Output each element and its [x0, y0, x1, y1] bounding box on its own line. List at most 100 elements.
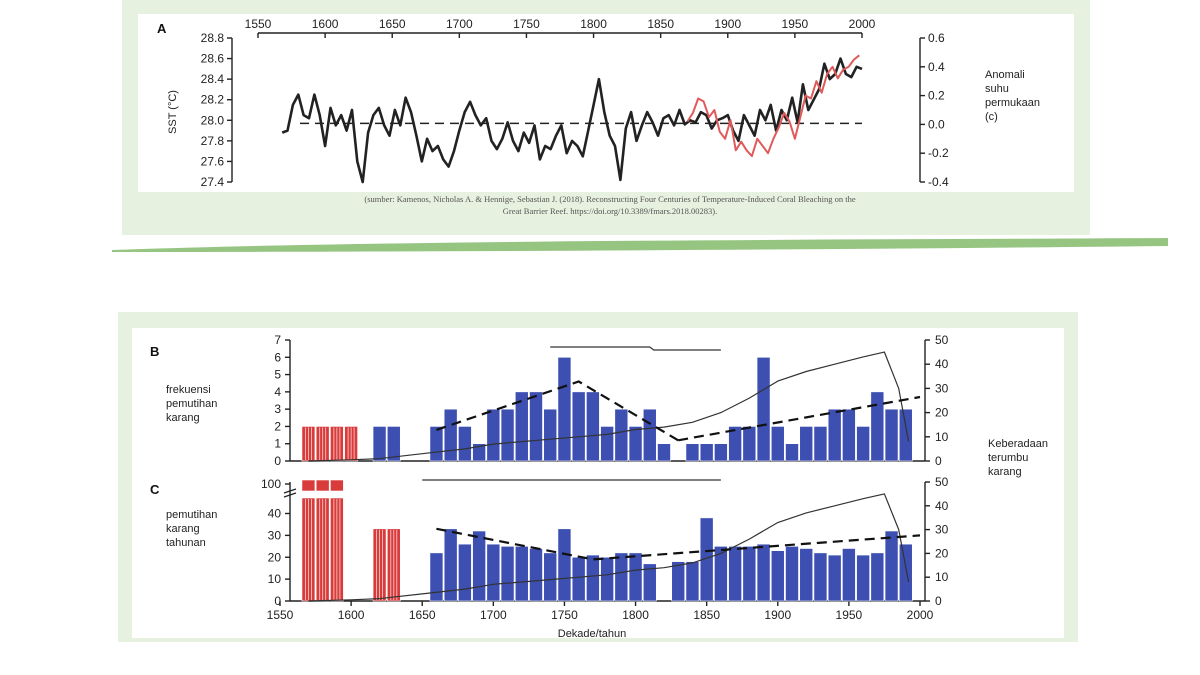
- panel-b-blue-bar: [756, 356, 771, 462]
- panel-b-y-axis-title-line: karang: [166, 412, 200, 424]
- panel-b-blue-bar: [586, 391, 600, 462]
- panel-b-blue-bar: [842, 408, 856, 462]
- panel-c-blue-bar: [529, 548, 543, 602]
- panel-c-blue-bar: [714, 546, 728, 602]
- panel-a-y2-axis-title-line: permukaan: [985, 97, 1040, 109]
- panel-b-y-tick-label: 6: [274, 350, 281, 364]
- panel-b-y-axis-title-line: frekuensi: [166, 384, 211, 396]
- panel-a-x-tick-label: 1950: [782, 17, 809, 31]
- panel-b-blue-bar: [657, 443, 671, 462]
- panel-c-y2-tick-label: 10: [935, 570, 949, 584]
- panel-c-x-tick-label: 1600: [338, 608, 365, 622]
- panel-c-blue-bar: [785, 546, 799, 602]
- panel-b-blue-bar: [870, 391, 885, 462]
- panel-c-x-tick-label: 2000: [907, 608, 934, 622]
- panel-c-blue-bar: [514, 546, 529, 602]
- panel-c-blue-bar: [827, 554, 842, 602]
- panel-a-x-tick-label: 1800: [580, 17, 607, 31]
- panel-a-x-tick-label: 1600: [312, 17, 339, 31]
- panel-a-source-line: (sumber: Kamenos, Nicholas A. & Hennige,…: [364, 194, 855, 204]
- panel-c-blue-bar: [586, 554, 600, 602]
- panel-c-red-bar-top: [315, 479, 330, 492]
- panel-c-x-tick-label: 1850: [693, 608, 720, 622]
- panel-c-x-tick-label: 1800: [622, 608, 649, 622]
- panel-c-blue-bar: [728, 546, 742, 602]
- panel-a-y-tick-label: 28.0: [201, 113, 225, 127]
- panel-c-blue-bar: [699, 517, 714, 602]
- panel-b-blue-bar: [898, 408, 913, 462]
- green-separator: [112, 238, 1168, 252]
- panel-a-y2-tick-label: 0.4: [928, 60, 945, 74]
- panel-b-y2-tick-label: 10: [935, 430, 949, 444]
- panel-a-y2-axis-title-line: Anomali: [985, 69, 1025, 81]
- panel-b-y-tick-label: 5: [274, 368, 281, 382]
- panel-b-blue-bar: [443, 408, 458, 462]
- panel-c-red-bar-top: [301, 479, 316, 492]
- panel-c-blue-bar: [884, 530, 899, 602]
- panel-b-y2-axis-title-line: terumbu: [988, 452, 1028, 464]
- panel-c-y-tick-label: 30: [268, 528, 282, 542]
- panel-b-blue-bar: [600, 426, 614, 462]
- panel-b-y-tick-label: 4: [274, 385, 281, 399]
- panel-c-y-axis-title-line: karang: [166, 523, 200, 535]
- panel-c-blue-bar: [770, 550, 785, 602]
- panel-b-blue-bar: [827, 408, 842, 462]
- panel-b-blue-bar: [628, 426, 643, 462]
- panel-a-x-tick-label: 1650: [379, 17, 406, 31]
- panel-b-y2-tick-label: 20: [935, 406, 949, 420]
- panel-b-y-tick-label: 0: [274, 454, 281, 468]
- panel-c-blue-bar: [870, 552, 885, 602]
- panel-b-blue-bar: [372, 426, 387, 462]
- panel-c-blue-bar: [799, 548, 814, 602]
- panel-b-blue-bar: [742, 426, 757, 462]
- panel-c-y-tick-label: 100: [261, 477, 281, 491]
- panel-b-reef-line: [308, 351, 910, 462]
- panel-c-y2-tick-label: 50: [935, 475, 949, 489]
- panel-a-anomaly-line: [686, 54, 860, 158]
- panel-b-y2-axis-title-line: Keberadaan: [988, 438, 1048, 450]
- panel-c-blue-bar: [742, 546, 757, 602]
- panel-a-source-line: Great Barrier Reef. https://doi.org/10.3…: [503, 206, 717, 216]
- panel-a-sst-line: [281, 57, 863, 184]
- panel-c-blue-bar: [429, 552, 444, 602]
- panel-c-x-tick-label: 1550: [267, 608, 294, 622]
- panel-c-x-tick-label: 1900: [764, 608, 791, 622]
- panel-a-y2-tick-label: 0.2: [928, 89, 945, 103]
- panel-c-blue-bar: [671, 561, 686, 602]
- panel-b-blue-bar: [856, 426, 870, 462]
- panel-a-y2-tick-label: -0.2: [928, 146, 949, 160]
- panel-c-y2-tick-label: 0: [935, 594, 942, 608]
- panel-c-y-tick-label: 0: [274, 594, 281, 608]
- panel-a-y2-axis-title-line: suhu: [985, 83, 1009, 95]
- panel-b-blue-bar: [685, 443, 700, 462]
- panel-b-y2-tick-label: 50: [935, 333, 949, 347]
- panel-a-x-tick-label: 2000: [849, 17, 876, 31]
- panel-c-y2-tick-label: 40: [935, 499, 949, 513]
- panel-c-reef-line: [308, 493, 910, 602]
- panel-b-blue-bar: [472, 443, 486, 462]
- panel-b-blue-bar: [642, 408, 657, 462]
- panel-b-blue-bar: [500, 408, 515, 462]
- panel-b-y2-tick-label: 0: [935, 454, 942, 468]
- panel-c-x-axis-title: Dekade/tahun: [558, 628, 627, 640]
- panel-c-blue-bar: [486, 543, 501, 602]
- panel-b-y-tick-label: 1: [274, 437, 281, 451]
- panel-b-blue-bar: [699, 443, 714, 462]
- panel-c-y2-tick-label: 30: [935, 523, 949, 537]
- panel-b-blue-bar: [529, 391, 543, 462]
- panel-c-blue-bar: [472, 530, 486, 602]
- panel-a-x-tick-label: 1550: [245, 17, 272, 31]
- panel-c-blue-bar: [642, 563, 657, 602]
- panel-a-x-tick-label: 1900: [714, 17, 741, 31]
- panel-c-letter: C: [150, 482, 160, 497]
- panel-c-blue-bar: [842, 548, 856, 602]
- panel-b-y-axis-title-line: pemutihan: [166, 398, 217, 410]
- panel-c-y-tick-label: 20: [268, 550, 282, 564]
- panel-b-blue-bar: [543, 408, 558, 462]
- panel-b-blue-bar: [486, 408, 501, 462]
- panel-a-x-tick-label: 1750: [513, 17, 540, 31]
- panel-b-y-tick-label: 3: [274, 402, 281, 416]
- panel-b-y2-tick-label: 30: [935, 381, 949, 395]
- panel-c-y-tick-label: 40: [268, 507, 282, 521]
- panel-b-blue-bar: [770, 426, 785, 462]
